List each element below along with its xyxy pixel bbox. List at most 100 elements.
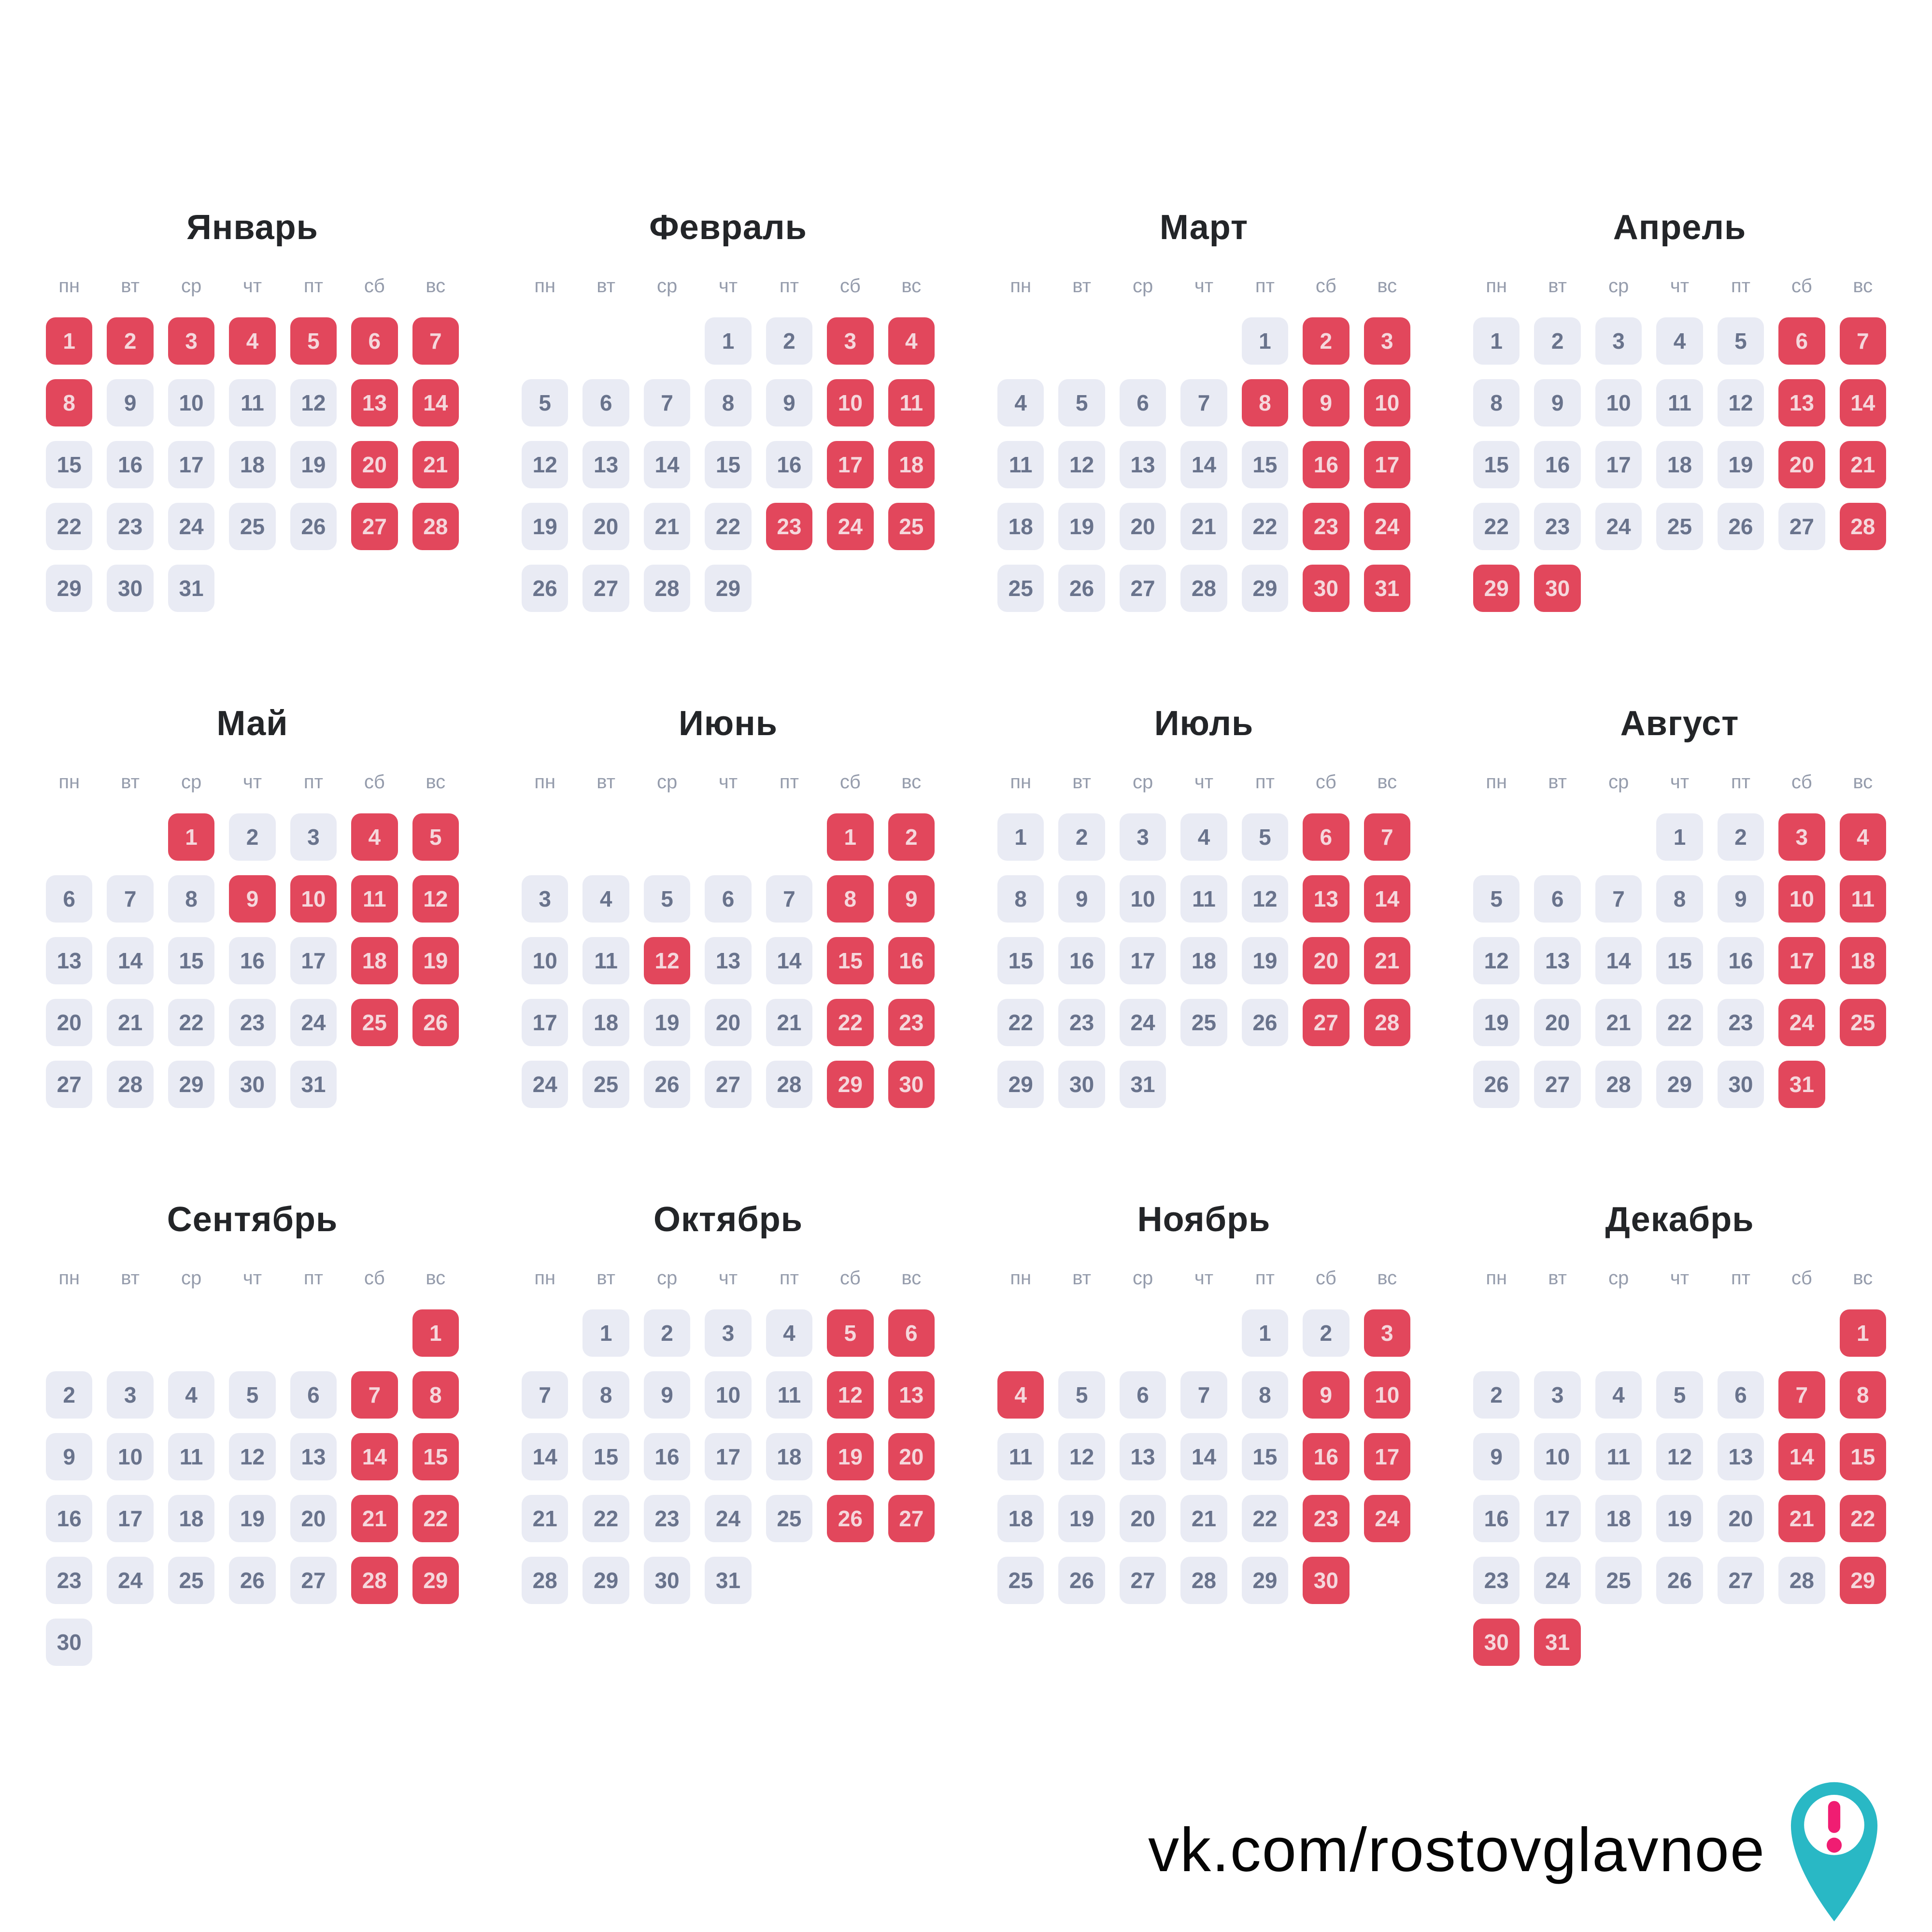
month-block: Ноябрь пн вт ср чт пт сб вс 1 2 3 4 5 6 7 8 9 10 11 12 13 14 1… [997,1200,1410,1666]
day-cell: 2 [1303,1309,1350,1357]
day-cell: 21 [643,503,691,550]
weekday-label: вс [426,771,446,793]
weekday-label: ср [1132,275,1153,297]
day-cell: 3 [290,813,337,861]
day-cell-holiday: 17 [1364,441,1410,488]
day-cell-holiday: 5 [290,317,337,365]
weekday-label: сб [1791,771,1812,793]
day-cell: 26 [1058,1557,1105,1604]
weekday-row: пн вт ср чт пт сб вс [522,275,935,297]
day-cell-holiday: 30 [888,1061,935,1108]
day-cell: 9 [643,1371,691,1419]
day-cell: 22 [1473,503,1520,550]
day-cell: 18 [997,1495,1044,1542]
day-cell: 18 [1180,937,1227,984]
weekday-label: вс [901,1267,922,1289]
calendar-grid: Январь пн вт ср чт пт сб вс 1 2 3 4 5 6 7 8 9 10 11 12 13 14 1… [46,208,1886,1666]
month-block: Июнь пн вт ср чт пт сб вс 1 2 3 4 5 6 7 8 9 10 11 12 13 14 15 1… [522,704,935,1108]
day-cell: 18 [1595,1495,1642,1542]
day-cell-holiday: 28 [351,1557,398,1604]
weekday-label: вс [1853,275,1873,297]
day-cell: 30 [643,1557,691,1604]
day-cell-holiday: 4 [351,813,398,861]
day-cell: 8 [705,379,752,426]
day-cell: 30 [229,1061,276,1108]
day-cell: 4 [1595,1371,1642,1419]
day-cell: 20 [46,999,93,1046]
day-cell: 21 [1595,999,1642,1046]
month-block: Март пн вт ср чт пт сб вс 1 2 3 4 5 6 7 8 9 10 11 12 13 14 15 1… [997,208,1410,612]
day-cell: 27 [1119,565,1166,612]
day-cell: 26 [1241,999,1289,1046]
day-cell: 31 [1119,1061,1166,1108]
day-cell: 22 [582,1495,629,1542]
day-cell: 21 [1180,1495,1227,1542]
day-cell: 6 [582,379,629,426]
empty-cell [1778,1309,1825,1357]
day-cell: 24 [1595,503,1642,550]
weekday-row: пн вт ср чт пт сб вс [46,275,459,297]
day-cell-holiday: 15 [827,937,874,984]
empty-cell [1180,1309,1227,1357]
day-cell-holiday: 6 [1778,317,1825,365]
month-block: Февраль пн вт ср чт пт сб вс 1 2 3 4 5 6 7 8 9 10 11 12 13 14… [522,208,935,612]
day-cell-holiday: 10 [827,379,874,426]
day-cell: 25 [997,1557,1044,1604]
weekday-label: чт [1194,275,1214,297]
weekday-label: чт [242,275,262,297]
day-cell: 1 [997,813,1044,861]
day-cell: 31 [290,1061,337,1108]
day-cell: 19 [1058,1495,1105,1542]
day-cell: 30 [107,565,154,612]
weekday-label: пн [1010,1267,1032,1289]
day-cell: 7 [643,379,691,426]
weekday-label: вс [1377,1267,1397,1289]
day-cell: 16 [107,441,154,488]
day-cell: 19 [1656,1495,1703,1542]
weekday-label: вс [1853,771,1873,793]
weekday-label: чт [1670,771,1690,793]
day-cell: 1 [582,1309,629,1357]
day-cell-holiday: 6 [888,1309,935,1357]
day-cell: 26 [290,503,337,550]
month-title: Июнь [679,704,778,743]
day-cell: 16 [1717,937,1764,984]
day-cell: 6 [1119,379,1166,426]
map-pin-exclamation-icon [1790,1782,1878,1922]
day-cell: 28 [643,565,691,612]
day-cell: 9 [1534,379,1581,426]
empty-cell [107,1309,153,1357]
empty-cell [1656,1309,1703,1357]
day-cell-holiday: 8 [827,875,874,923]
weekday-row: пн вт ср чт пт сб вс [1473,275,1886,297]
day-cell-holiday: 27 [351,503,398,550]
day-cell: 24 [107,1557,154,1604]
day-cell: 3 [1534,1371,1581,1419]
day-cell: 17 [522,999,568,1046]
day-cell: 5 [1656,1371,1703,1419]
day-cell: 13 [582,441,629,488]
day-cell: 18 [997,503,1044,550]
empty-cell [766,813,812,861]
day-cell: 20 [582,503,629,550]
day-cell: 23 [643,1495,691,1542]
day-cell: 3 [705,1309,752,1357]
day-cell: 19 [643,999,691,1046]
weekday-label: пн [534,275,556,297]
day-cell-holiday: 5 [827,1309,874,1357]
day-cell: 12 [1058,441,1105,488]
day-cell: 1 [1241,317,1289,365]
weekday-row: пн вт ср чт пт сб вс [1473,771,1886,793]
day-cell: 24 [522,1061,568,1108]
day-cell: 23 [1717,999,1764,1046]
day-cell-holiday: 29 [827,1061,874,1108]
weekday-label: пн [1486,1267,1507,1289]
day-cell-holiday: 2 [107,317,154,365]
day-cell: 11 [997,441,1044,488]
day-cell-holiday: 25 [1839,999,1886,1046]
weekday-label: вс [1853,1267,1873,1289]
day-cell: 6 [46,875,93,923]
weekday-row: пн вт ср чт пт сб вс [997,1267,1410,1289]
weekday-label: пн [1010,771,1032,793]
day-cell: 18 [229,441,276,488]
